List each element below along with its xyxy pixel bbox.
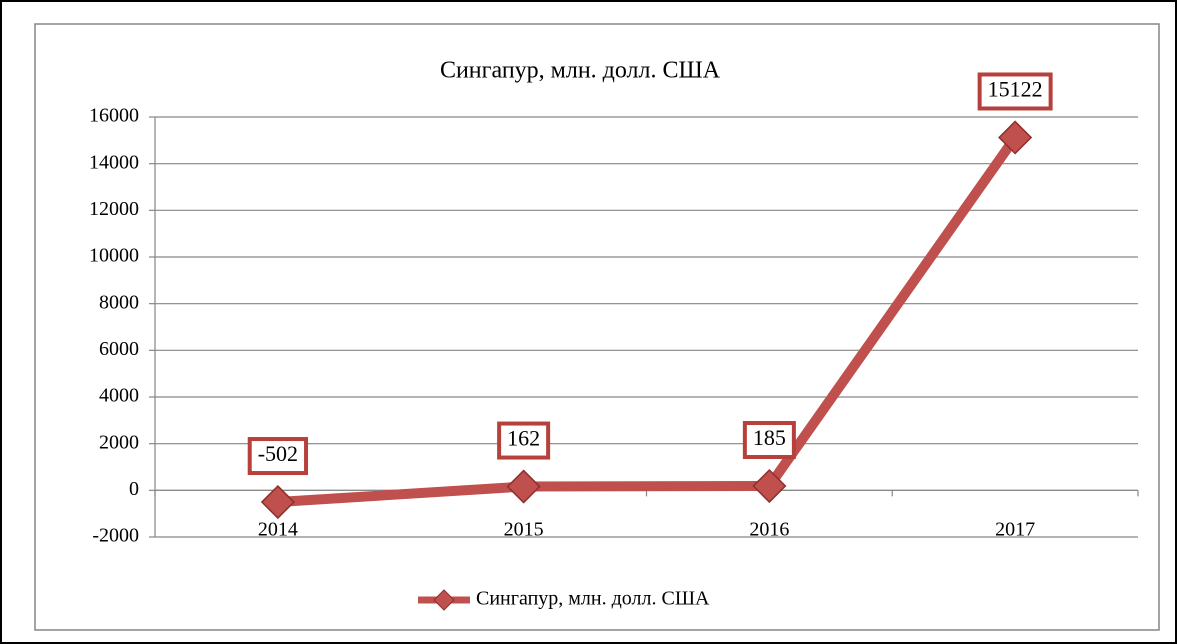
data-point xyxy=(260,484,295,520)
y-tick-label: 12000 xyxy=(89,198,139,220)
y-tick-label: -2000 xyxy=(92,525,139,547)
data-label-text: -502 xyxy=(258,441,298,466)
series-line xyxy=(272,132,1021,508)
data-label: 162 xyxy=(497,421,551,460)
data-label-text: 162 xyxy=(507,426,540,451)
y-tick-label: 14000 xyxy=(89,151,139,173)
data-label-box xyxy=(977,72,1053,111)
y-tick-label: 16000 xyxy=(89,105,139,127)
x-tick-label: 2016 xyxy=(749,519,789,541)
data-label: -502 xyxy=(247,437,309,476)
y-tick-label: 6000 xyxy=(99,338,139,360)
data-point xyxy=(998,120,1033,155)
x-tick-label: 2015 xyxy=(504,519,544,541)
legend-label: Сингапур, млн. долл. США xyxy=(476,588,710,610)
data-label: 185 xyxy=(742,421,796,460)
data-label-box xyxy=(247,437,309,476)
data-point xyxy=(506,469,541,504)
data-label-box xyxy=(497,421,551,460)
y-tick-label: 4000 xyxy=(99,385,139,407)
data-label-box xyxy=(742,421,796,460)
y-tick-label: 8000 xyxy=(99,291,139,313)
y-tick-label: 10000 xyxy=(89,245,139,267)
chart-title: Сингапур, млн. долл. США xyxy=(440,58,721,84)
legend-marker xyxy=(433,589,455,611)
data-point xyxy=(752,468,787,504)
x-tick-label: 2017 xyxy=(995,519,1035,541)
x-tick-label: 2014 xyxy=(258,519,298,541)
data-label: 15122 xyxy=(977,72,1053,111)
chart-border xyxy=(34,23,1160,631)
data-label-text: 185 xyxy=(753,425,786,450)
data-label-text: 15122 xyxy=(988,77,1043,102)
y-tick-label: 2000 xyxy=(99,431,139,453)
y-tick-label: 0 xyxy=(129,478,139,500)
